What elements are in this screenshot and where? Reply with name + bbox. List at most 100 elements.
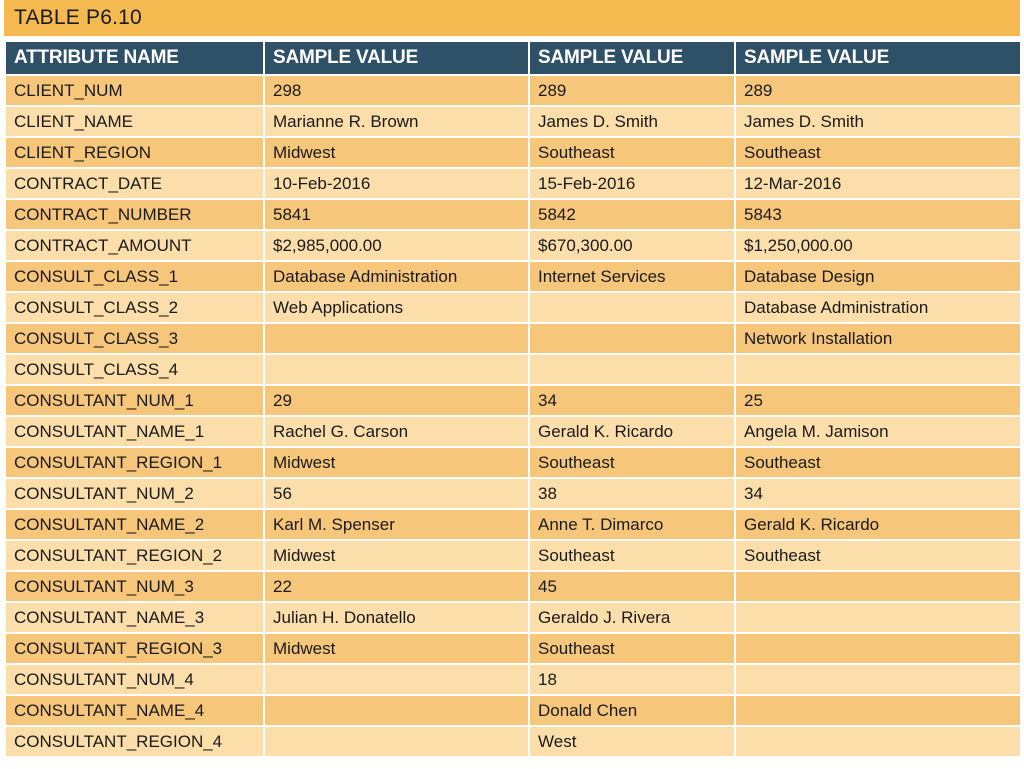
sample-value-3-cell (734, 570, 1022, 603)
attribute-name-cell: CONTRACT_DATE (4, 167, 265, 200)
attribute-name-cell: CLIENT_NUM (4, 74, 265, 107)
attribute-name-cell: CONSULTANT_REGION_3 (4, 632, 265, 665)
attribute-name-cell: CONTRACT_NUMBER (4, 198, 265, 231)
attribute-name-cell: CONSULTANT_NAME_3 (4, 601, 265, 634)
sample-value-2-cell: 18 (528, 663, 736, 696)
attribute-name-cell: CONSULTANT_NAME_1 (4, 415, 265, 448)
attribute-name-cell: CLIENT_REGION (4, 136, 265, 169)
sample-value-2-cell: Southeast (528, 136, 736, 169)
sample-value-3-cell (734, 353, 1022, 386)
attribute-name-cell: CONSULT_CLASS_1 (4, 260, 265, 293)
sample-value-3-cell: Gerald K. Ricardo (734, 508, 1022, 541)
sample-value-1-cell (263, 694, 530, 727)
sample-value-2-cell: Donald Chen (528, 694, 736, 727)
sample-value-3-cell: Network Installation (734, 322, 1022, 355)
sample-value-1-cell: Database Administration (263, 260, 530, 293)
sample-value-1-cell: Midwest (263, 446, 530, 479)
sample-value-2-cell (528, 353, 736, 386)
sample-value-1-cell: Midwest (263, 539, 530, 572)
sample-value-2-cell: 15-Feb-2016 (528, 167, 736, 200)
sample-value-3-cell: 25 (734, 384, 1022, 417)
attribute-name-cell: CONSULTANT_NUM_2 (4, 477, 265, 510)
sample-value-1-cell: Midwest (263, 136, 530, 169)
sample-value-3-cell: Southeast (734, 539, 1022, 572)
sample-value-2-cell: $670,300.00 (528, 229, 736, 262)
sample-value-3-cell: James D. Smith (734, 105, 1022, 138)
sample-value-1-cell: Web Applications (263, 291, 530, 324)
sample-value-2-cell (528, 291, 736, 324)
sample-value-2-cell: 5842 (528, 198, 736, 231)
sample-value-3-cell: Angela M. Jamison (734, 415, 1022, 448)
sample-value-2-cell: 38 (528, 477, 736, 510)
data-table: ATTRIBUTE NAME SAMPLE VALUE SAMPLE VALUE… (4, 42, 1022, 758)
sample-value-1-cell (263, 353, 530, 386)
table-row: CONSULTANT_NUM_3 22 45 (4, 570, 1022, 603)
table-row: CONTRACT_DATE 10-Feb-2016 15-Feb-2016 12-Ma… (4, 167, 1022, 200)
table-row: CONSULTANT_NAME_1 Rachel G. Carson Gerald … (4, 415, 1022, 448)
attribute-name-cell: CONSULTANT_NUM_3 (4, 570, 265, 603)
sample-value-1-cell (263, 322, 530, 355)
header-attribute-name: ATTRIBUTE NAME (4, 42, 265, 76)
table-header: ATTRIBUTE NAME SAMPLE VALUE SAMPLE VALUE… (4, 42, 1022, 76)
table-row: CONTRACT_AMOUNT $2,985,000.00 $670,300.00 $… (4, 229, 1022, 262)
header-sample-value-3: SAMPLE VALUE (734, 42, 1022, 76)
sample-value-3-cell: 5843 (734, 198, 1022, 231)
table-row: CONSULTANT_NUM_1 29 34 25 (4, 384, 1022, 417)
sample-value-2-cell: Gerald K. Ricardo (528, 415, 736, 448)
sample-value-3-cell: 289 (734, 74, 1022, 107)
sample-value-1-cell (263, 725, 530, 758)
sample-value-2-cell: Southeast (528, 539, 736, 572)
sample-value-1-cell (263, 663, 530, 696)
attribute-name-cell: CONSULTANT_NUM_4 (4, 663, 265, 696)
sample-value-3-cell: $1,250,000.00 (734, 229, 1022, 262)
attribute-name-cell: CLIENT_NAME (4, 105, 265, 138)
table-row: CONTRACT_NUMBER 5841 5842 5843 (4, 198, 1022, 231)
table-row: CONSULTANT_NAME_3 Julian H. Donatello Gera… (4, 601, 1022, 634)
sample-value-2-cell: Southeast (528, 632, 736, 665)
sample-value-3-cell: Southeast (734, 446, 1022, 479)
header-row: ATTRIBUTE NAME SAMPLE VALUE SAMPLE VALUE… (4, 42, 1022, 76)
attribute-name-cell: CONSULT_CLASS_2 (4, 291, 265, 324)
header-sample-value-2: SAMPLE VALUE (528, 42, 736, 76)
table-row: CONSULTANT_REGION_4 West (4, 725, 1022, 758)
sample-value-2-cell: 289 (528, 74, 736, 107)
attribute-name-cell: CONSULT_CLASS_3 (4, 322, 265, 355)
table-title: TABLE P6.10 (14, 6, 142, 29)
table-title-bar: TABLE P6.10 (4, 0, 1020, 36)
sample-value-1-cell: Julian H. Donatello (263, 601, 530, 634)
attribute-name-cell: CONSULTANT_NUM_1 (4, 384, 265, 417)
table-row: CONSULTANT_NUM_2 56 38 34 (4, 477, 1022, 510)
sample-value-1-cell: Rachel G. Carson (263, 415, 530, 448)
attribute-name-cell: CONTRACT_AMOUNT (4, 229, 265, 262)
table-row: CONSULTANT_NAME_4 Donald Chen (4, 694, 1022, 727)
sample-value-1-cell: 5841 (263, 198, 530, 231)
sample-value-3-cell (734, 632, 1022, 665)
sample-value-1-cell: 29 (263, 384, 530, 417)
header-sample-value-1: SAMPLE VALUE (263, 42, 530, 76)
table-row: CONSULT_CLASS_2 Web Applications Database … (4, 291, 1022, 324)
sample-value-3-cell (734, 694, 1022, 727)
table-row: CONSULT_CLASS_1 Database Administration In… (4, 260, 1022, 293)
table-row: CONSULTANT_NUM_4 18 (4, 663, 1022, 696)
sample-value-2-cell: Anne T. Dimarco (528, 508, 736, 541)
sample-value-2-cell: 45 (528, 570, 736, 603)
sample-value-2-cell (528, 322, 736, 355)
sample-value-2-cell: West (528, 725, 736, 758)
table-row: CLIENT_REGION Midwest Southeast Southeast (4, 136, 1022, 169)
attribute-name-cell: CONSULTANT_NAME_2 (4, 508, 265, 541)
sample-value-1-cell: 22 (263, 570, 530, 603)
table-row: CONSULT_CLASS_3 Network Installation (4, 322, 1022, 355)
sample-value-1-cell: 56 (263, 477, 530, 510)
sample-value-3-cell: Database Administration (734, 291, 1022, 324)
table-row: CONSULTANT_REGION_3 Midwest Southeast (4, 632, 1022, 665)
table-body: CLIENT_NUM 298 289 289 CLIENT_NAME Marianne R… (4, 74, 1022, 758)
table-row: CONSULTANT_NAME_2 Karl M. Spenser Anne T. … (4, 508, 1022, 541)
attribute-name-cell: CONSULTANT_REGION_2 (4, 539, 265, 572)
sample-value-3-cell (734, 725, 1022, 758)
sample-value-2-cell: Southeast (528, 446, 736, 479)
attribute-name-cell: CONSULTANT_REGION_1 (4, 446, 265, 479)
table-row: CONSULT_CLASS_4 (4, 353, 1022, 386)
sample-value-3-cell: Southeast (734, 136, 1022, 169)
sample-value-2-cell: James D. Smith (528, 105, 736, 138)
table-row: CONSULTANT_REGION_2 Midwest Southeast South… (4, 539, 1022, 572)
